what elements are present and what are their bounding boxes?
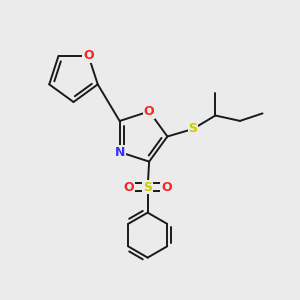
Text: S: S [188, 122, 197, 136]
Text: O: O [83, 50, 94, 62]
Text: N: N [115, 146, 125, 158]
Text: O: O [161, 181, 172, 194]
Text: O: O [144, 105, 154, 118]
Text: O: O [124, 181, 134, 194]
Text: S: S [143, 181, 152, 194]
